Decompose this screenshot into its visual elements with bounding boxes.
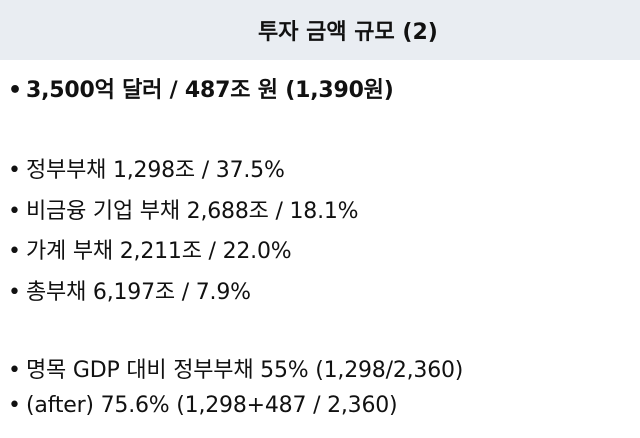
debt-total-text: 총부채 6,197조 / 7.9% <box>26 280 251 305</box>
bullet-icon: • <box>8 78 22 103</box>
list-item: • 정부부채 1,298조 / 37.5% <box>8 152 285 184</box>
slide-title: 투자 금액 규모 (2) <box>258 20 438 45</box>
gdp-ratio-after-text: (after) 75.6% (1,298+487 / 2,360) <box>26 393 398 418</box>
summary-item: • 3,500억 달러 / 487조 원 (1,390원) <box>8 72 394 104</box>
list-item: • 총부채 6,197조 / 7.9% <box>8 274 251 306</box>
summary-amount-text: 3,500억 달러 / 487조 원 (1,390원) <box>26 78 394 103</box>
bullet-icon: • <box>8 358 21 383</box>
list-item: • (after) 75.6% (1,298+487 / 2,360) <box>8 393 398 418</box>
bullet-icon: • <box>8 393 21 418</box>
list-item: • 비금융 기업 부채 2,688조 / 18.1% <box>8 193 359 225</box>
slide-header-bar: 투자 금액 규모 (2) <box>0 0 640 60</box>
gdp-ratio-text: 명목 GDP 대비 정부부채 55% (1,298/2,360) <box>26 358 464 383</box>
debt-government-text: 정부부채 1,298조 / 37.5% <box>26 158 285 183</box>
bullet-icon: • <box>8 199 21 224</box>
list-item: • 명목 GDP 대비 정부부채 55% (1,298/2,360) <box>8 352 463 384</box>
bullet-icon: • <box>8 280 21 305</box>
debt-household-text: 가계 부채 2,211조 / 22.0% <box>26 239 292 264</box>
list-item: • 가계 부채 2,211조 / 22.0% <box>8 233 292 265</box>
bullet-icon: • <box>8 239 21 264</box>
bullet-icon: • <box>8 158 21 183</box>
debt-corporate-text: 비금융 기업 부채 2,688조 / 18.1% <box>26 199 359 224</box>
